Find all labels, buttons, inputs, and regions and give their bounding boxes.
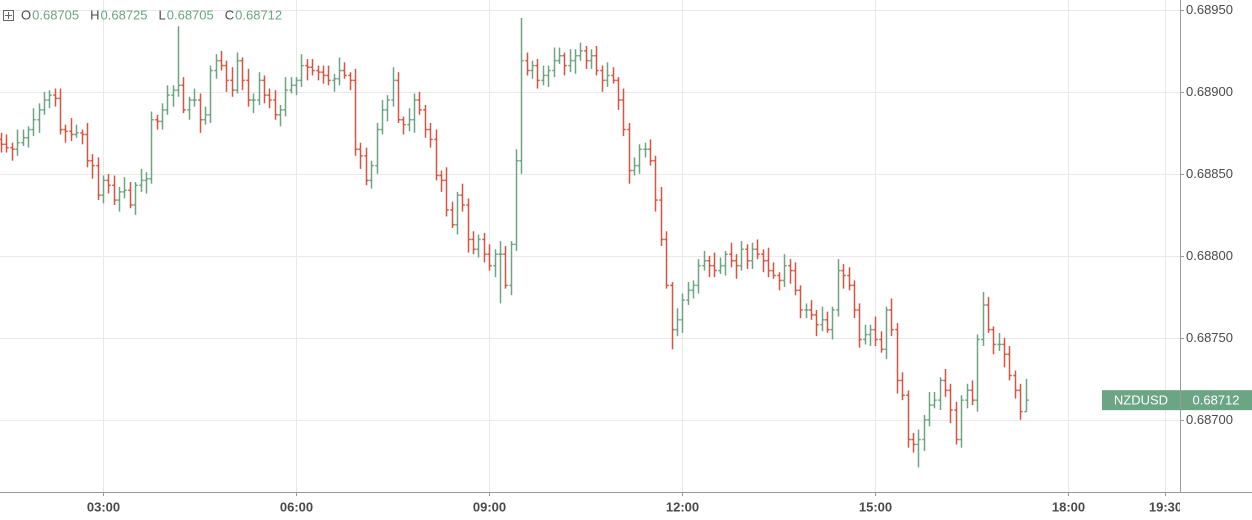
y-tick-label: 0.68950 xyxy=(1186,2,1233,17)
legend-value: 0.68705 xyxy=(167,7,214,22)
y-tick-label: 0.68800 xyxy=(1186,248,1233,263)
x-tick-label: 18:00 xyxy=(1052,499,1085,514)
symbol-label: NZDUSD xyxy=(1114,393,1168,408)
price-tag: NZDUSD 0.68712 xyxy=(1102,390,1252,411)
x-tick-label: 15:00 xyxy=(859,499,892,514)
legend-label: L xyxy=(159,7,166,22)
legend-value: 0.68705 xyxy=(32,7,79,22)
y-tick-label: 0.68850 xyxy=(1186,166,1233,181)
x-tick-label: 09:00 xyxy=(473,499,506,514)
legend-value: 0.68725 xyxy=(101,7,148,22)
y-tick-label: 0.68700 xyxy=(1186,412,1233,427)
y-tick-label: 0.68900 xyxy=(1186,84,1233,99)
x-tick-label: 03:00 xyxy=(87,499,120,514)
legend-label: H xyxy=(90,7,99,22)
price-label: 0.68712 xyxy=(1193,393,1240,408)
legend-label: C xyxy=(225,7,234,22)
y-tick-label: 0.68750 xyxy=(1186,330,1233,345)
legend-label: O xyxy=(21,7,31,22)
x-tick-label: 06:00 xyxy=(280,499,313,514)
symbol-box xyxy=(1102,390,1180,411)
x-tick-label: 12:00 xyxy=(666,499,699,514)
legend-icon[interactable] xyxy=(3,10,14,21)
y-axis: 0.68700 0.68750 0.68800 0.68850 0.68900 0.689… xyxy=(1180,2,1233,427)
grid xyxy=(0,0,1180,492)
x-axis: 03:00 06:00 09:00 12:00 15:00 18:00 19:30 xyxy=(87,492,1182,514)
ohlc-legend: O 0.68705 H 0.68725 L 0.68705 C 0.68712 xyxy=(3,7,282,22)
legend-value: 0.68712 xyxy=(235,7,282,22)
bars xyxy=(0,18,1029,468)
x-tick-label: 19:30 xyxy=(1149,499,1182,514)
price-box xyxy=(1181,390,1252,411)
